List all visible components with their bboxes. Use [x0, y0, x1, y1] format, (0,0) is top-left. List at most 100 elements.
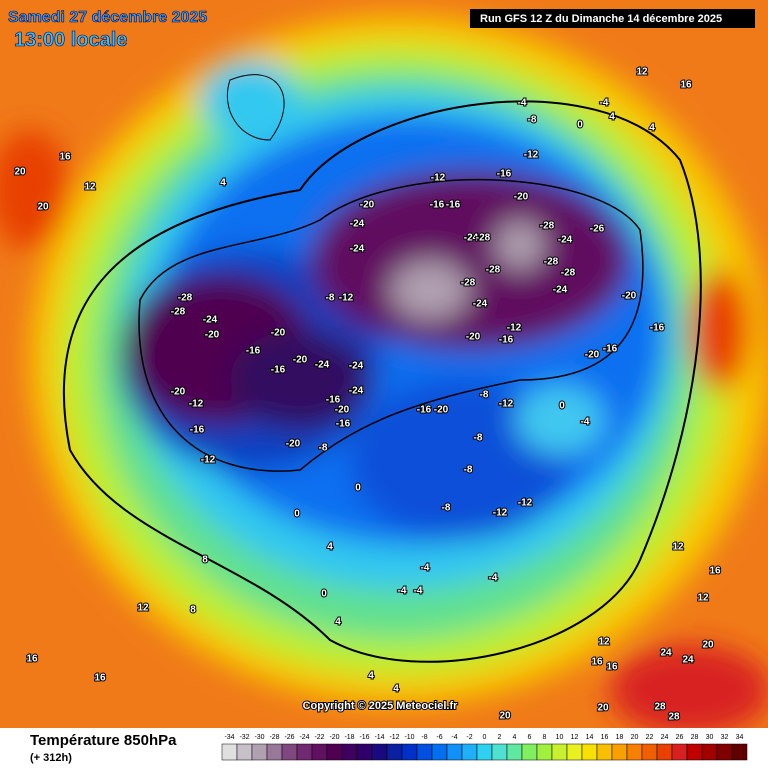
map-label: -26	[590, 224, 605, 235]
map-label: -24	[473, 299, 488, 310]
map-label: 16	[59, 152, 71, 163]
map-label: 20	[14, 167, 26, 178]
scale-label: 24	[661, 734, 669, 741]
map-label: -8	[480, 390, 489, 401]
map-label: 4	[649, 123, 655, 134]
scale-label: 16	[601, 734, 609, 741]
scale-swatch	[701, 743, 718, 761]
scale-label: -20	[329, 734, 339, 741]
map-label: -16	[246, 346, 261, 357]
map-label: 4	[393, 684, 399, 695]
scale-label: -28	[269, 734, 279, 741]
map-label: 28	[668, 712, 680, 723]
map-label: 16	[591, 657, 603, 668]
scale-swatch	[446, 743, 463, 761]
scale-swatch	[641, 743, 658, 761]
scale-label: 22	[646, 734, 654, 741]
scale-swatch	[266, 743, 283, 761]
map-label: -20	[205, 330, 220, 341]
map-label: -16	[336, 419, 351, 430]
map-label: 0	[294, 509, 300, 520]
map-label: -4	[489, 573, 498, 584]
map-label: 12	[598, 637, 610, 648]
map-label: 20	[37, 202, 49, 213]
map: -28-28-24-20-20-12-16-12-20-20-16-16-20-…	[0, 0, 768, 728]
map-label: -28	[486, 265, 501, 276]
scale-swatch	[551, 743, 568, 761]
scale-swatch	[296, 743, 313, 761]
scale-label: -22	[314, 734, 324, 741]
scale-label: -24	[299, 734, 309, 741]
map-label: -8	[319, 443, 328, 454]
map-label: 16	[709, 566, 721, 577]
scale-swatch	[386, 743, 403, 761]
scale-label: -32	[239, 734, 249, 741]
scale-swatch	[656, 743, 673, 761]
scale-label: -26	[284, 734, 294, 741]
map-label: -20	[286, 439, 301, 450]
map-label: -20	[514, 192, 529, 203]
map-label: 8	[202, 555, 208, 566]
scale-swatch	[506, 743, 523, 761]
scale-swatch	[401, 743, 418, 761]
scale-swatch	[326, 743, 343, 761]
map-label: -4	[398, 586, 407, 597]
map-label: -8	[442, 503, 451, 514]
map-label: -16	[650, 323, 665, 334]
map-label: -16	[430, 200, 445, 211]
map-label: -24	[349, 361, 364, 372]
scale-swatch	[716, 743, 733, 761]
map-label: -4	[414, 586, 423, 597]
map-label: 8	[190, 605, 196, 616]
scale-swatch	[371, 743, 388, 761]
scale-swatch	[476, 743, 493, 761]
map-label: 4	[327, 542, 333, 553]
scale-swatch	[431, 743, 448, 761]
map-label: -20	[335, 405, 350, 416]
legend-title: Température 850hPa	[30, 732, 177, 749]
scale-label: -14	[374, 734, 384, 741]
map-label: 0	[559, 401, 565, 412]
forecast-time: 13:00 locale	[14, 29, 127, 51]
scale-label: 0	[483, 734, 487, 741]
map-label: 28	[654, 702, 666, 713]
scale-swatch	[236, 743, 253, 761]
scale-label: 18	[616, 734, 624, 741]
map-label: -16	[603, 344, 618, 355]
map-label: -16	[417, 405, 432, 416]
map-label: -24	[349, 386, 364, 397]
map-label: 4	[220, 178, 226, 189]
map-label: -12	[201, 455, 216, 466]
map-label: -20	[622, 291, 637, 302]
map-label: 0	[321, 589, 327, 600]
map-label: -4	[581, 417, 590, 428]
map-label: -24	[558, 235, 573, 246]
scale-label: -30	[254, 734, 264, 741]
scale-label: -18	[344, 734, 354, 741]
map-label: 12	[636, 67, 648, 78]
map-label: -28	[561, 268, 576, 279]
map-label: -8	[326, 293, 335, 304]
map-label: -20	[271, 328, 286, 339]
map-label: -12	[431, 173, 446, 184]
map-label: -24	[203, 315, 218, 326]
map-label: 0	[577, 120, 583, 131]
map-label: -28	[178, 293, 193, 304]
map-label: -4	[600, 98, 609, 109]
map-label: 4	[368, 671, 374, 682]
legend: Température 850hPa (+ 312h) -34 -32 -30 -28…	[0, 728, 768, 768]
map-label: 20	[702, 640, 714, 651]
scale-label: 14	[586, 734, 594, 741]
map-label: -12	[507, 323, 522, 334]
map-label: -16	[499, 335, 514, 346]
scale-label: 10	[556, 734, 564, 741]
scale-label: -4	[451, 734, 457, 741]
scale-swatch	[626, 743, 643, 761]
map-label: -12	[499, 399, 514, 410]
map-label: -16	[497, 169, 512, 180]
scale-label: -10	[404, 734, 414, 741]
scale-swatch	[566, 743, 583, 761]
map-label: 16	[26, 654, 38, 665]
map-label: -12	[518, 498, 533, 509]
copyright: Copyright © 2025 Meteociel.fr	[303, 700, 459, 712]
